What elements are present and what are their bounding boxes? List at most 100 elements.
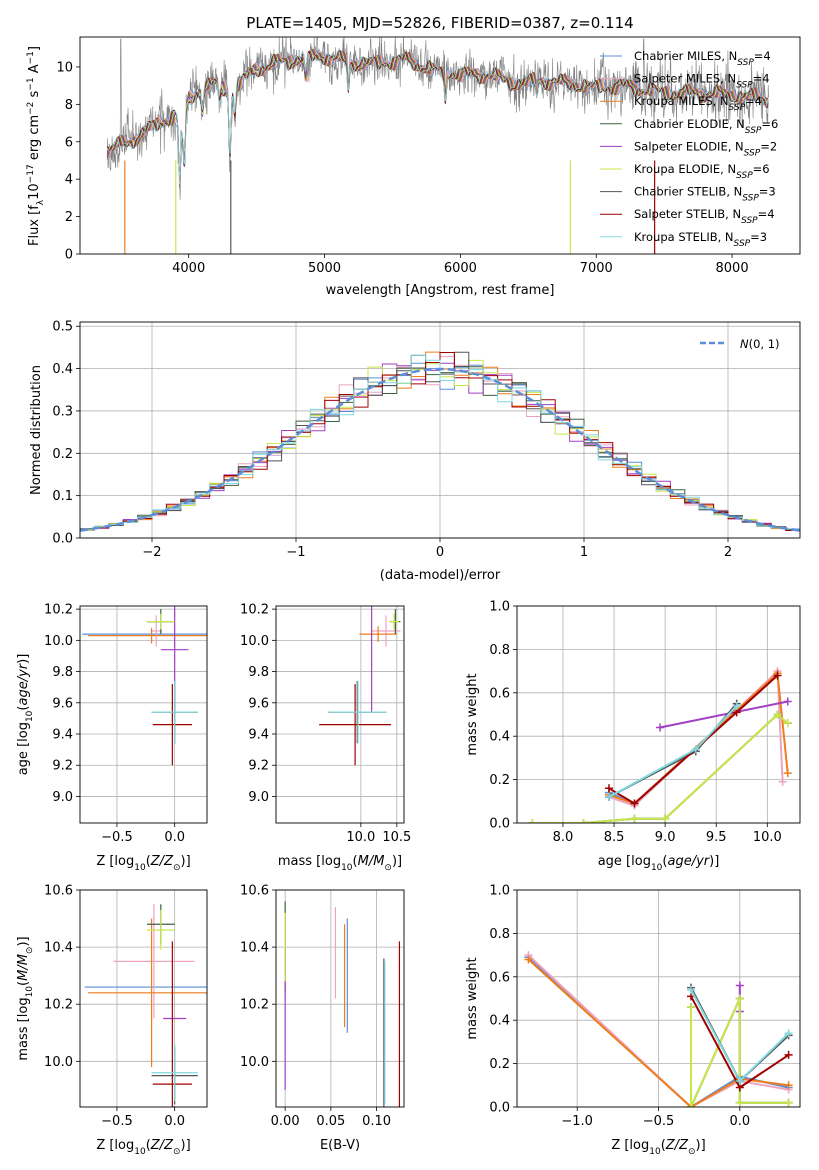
axes-frame	[275, 889, 405, 1108]
weight-marker	[784, 1029, 793, 1038]
x-axis-label: Z [log10(Z/Z⊙)]	[611, 1138, 705, 1157]
x-tick-label: −1	[286, 545, 305, 560]
x-tick-label: 0.00	[271, 1114, 300, 1129]
panel-age_vs_mass: 10.0 10.5 9.0 9.2 9.4 9.6 9.8 10.0 10.2 mass [log…	[240, 603, 411, 873]
y-tick-label: 10.0	[44, 1055, 73, 1070]
x-tick-label: 0.0	[729, 1114, 750, 1129]
panel-residuals: −2 −1 0 1 2 0.0 0.1 0.2 0.3 0.4 0.5 (data-model)/er…	[29, 320, 801, 583]
y-tick-label: 10.2	[240, 998, 269, 1013]
plot-area	[524, 951, 793, 1107]
y-tick-label: 0.4	[52, 362, 73, 377]
x-tick-label: 8.0	[553, 830, 574, 845]
ticks: 0.00 0.05 0.10 10.0 10.2 10.4 10.6	[240, 884, 391, 1130]
y-tick-label: 8	[65, 98, 73, 113]
ticks: 4000 5000 6000 7000 8000 0 2 4 6 8 10	[56, 60, 748, 276]
weight-marker	[783, 697, 792, 706]
y-tick-label: 0.2	[489, 1057, 510, 1072]
x-tick-label: 10.0	[346, 830, 375, 845]
gaussian-reference-line	[80, 367, 800, 532]
weight-line	[659, 700, 788, 729]
plot-area	[84, 904, 207, 1107]
grid	[517, 605, 800, 824]
x-axis-label: wavelength [Angstrom, rest frame]	[326, 283, 555, 298]
x-axis-label: (data-model)/error	[380, 568, 501, 583]
legend-label: Kroupa STELIB, NSSP=3	[634, 230, 767, 249]
y-axis-label: Normed distribution	[29, 365, 44, 495]
weight-marker	[735, 981, 744, 990]
y-axis-label: mass [log10(M/M⊙)]	[16, 936, 35, 1060]
histogram-step-line	[80, 352, 800, 531]
y-tick-label: 9.8	[248, 665, 269, 680]
y-tick-label: 10	[56, 60, 73, 75]
weight-marker	[630, 814, 639, 823]
model-spectrum-line	[106, 50, 769, 181]
y-tick-label: 0.2	[52, 447, 73, 462]
plot-area	[80, 351, 800, 532]
y-tick-label: 0.4	[489, 730, 510, 745]
legend-label: Salpeter ELODIE, NSSP=2	[634, 139, 777, 158]
weight-line	[527, 958, 789, 1107]
y-tick-label: 10.4	[240, 941, 269, 956]
weight-marker	[687, 985, 696, 994]
y-tick-label: 0.6	[489, 970, 510, 985]
x-tick-label: 8000	[716, 261, 749, 276]
x-axis-label: Z [log10(Z/Z⊙)]	[96, 854, 190, 873]
weight-marker	[784, 1081, 793, 1090]
weight-line	[532, 713, 789, 823]
ticks: 8.0 8.5 9.0 9.5 10.0 0.0 0.2 0.4 0.6 0.8 1.0	[489, 600, 781, 846]
x-tick-label: 6000	[444, 261, 477, 276]
x-tick-label: 2	[724, 545, 732, 560]
weight-marker	[783, 719, 792, 728]
y-tick-label: 0.0	[52, 532, 73, 547]
weight-marker	[524, 955, 533, 964]
legend-label: N(0, 1)	[740, 337, 780, 351]
y-tick-label: 10.6	[240, 884, 269, 899]
y-axis-label: mass weight	[465, 957, 480, 1039]
legend: N(0, 1)	[700, 337, 780, 351]
grid	[80, 606, 207, 823]
ticks: −1.0 −0.5 0.0 0.0 0.2 0.4 0.6 0.8 1.0	[489, 884, 750, 1130]
weight-marker	[735, 1076, 744, 1085]
x-tick-label: 1	[580, 545, 588, 560]
plot-area	[284, 901, 401, 1107]
weight-marker	[579, 819, 588, 823]
y-tick-label: 10.0	[240, 634, 269, 649]
x-tick-label: −0.5	[101, 1114, 133, 1129]
plot-area	[106, 37, 769, 254]
y-tick-label: 9.6	[248, 696, 269, 711]
y-tick-label: 0.0	[489, 1101, 510, 1116]
x-tick-label: 0	[436, 545, 444, 560]
x-tick-label: 5000	[308, 261, 341, 276]
y-tick-label: 9.8	[52, 665, 73, 680]
weight-marker	[661, 814, 670, 823]
x-tick-label: −0.5	[643, 1114, 675, 1129]
y-tick-label: 0.2	[489, 773, 510, 788]
y-tick-label: 10.6	[44, 884, 73, 899]
weight-marker	[778, 777, 787, 786]
legend-label: Chabrier ELODIE, NSSP=6	[634, 117, 778, 136]
x-tick-label: 0.0	[164, 1114, 185, 1129]
y-tick-label: 9.6	[52, 696, 73, 711]
axes-frame	[79, 321, 801, 539]
y-tick-label: 6	[65, 135, 73, 150]
y-tick-label: 0.8	[489, 927, 510, 942]
weight-marker	[656, 723, 665, 732]
y-tick-label: 0.3	[52, 404, 73, 419]
y-tick-label: 1.0	[489, 600, 510, 615]
x-tick-label: −1.0	[561, 1114, 593, 1129]
y-tick-label: 10.2	[44, 603, 73, 618]
y-tick-label: 0.4	[489, 1014, 510, 1029]
legend-label: Chabrier STELIB, NSSP=3	[634, 185, 776, 204]
legend-label: Chabrier MILES, NSSP=4	[634, 49, 771, 68]
axes-frame	[79, 36, 801, 255]
legend-label: Kroupa MILES, NSSP=4	[634, 94, 762, 113]
weight-marker	[687, 1103, 696, 1107]
weight-line	[608, 705, 738, 798]
panel-age_vs_Z: −0.5 0.0 9.0 9.2 9.4 9.6 9.8 10.0 10.2 Z [log10(Z…	[16, 603, 208, 873]
y-tick-label: 9.2	[52, 759, 73, 774]
y-tick-label: 10.0	[44, 634, 73, 649]
grid	[80, 889, 207, 1107]
y-tick-label: 1.0	[489, 884, 510, 899]
weight-marker	[528, 819, 537, 823]
